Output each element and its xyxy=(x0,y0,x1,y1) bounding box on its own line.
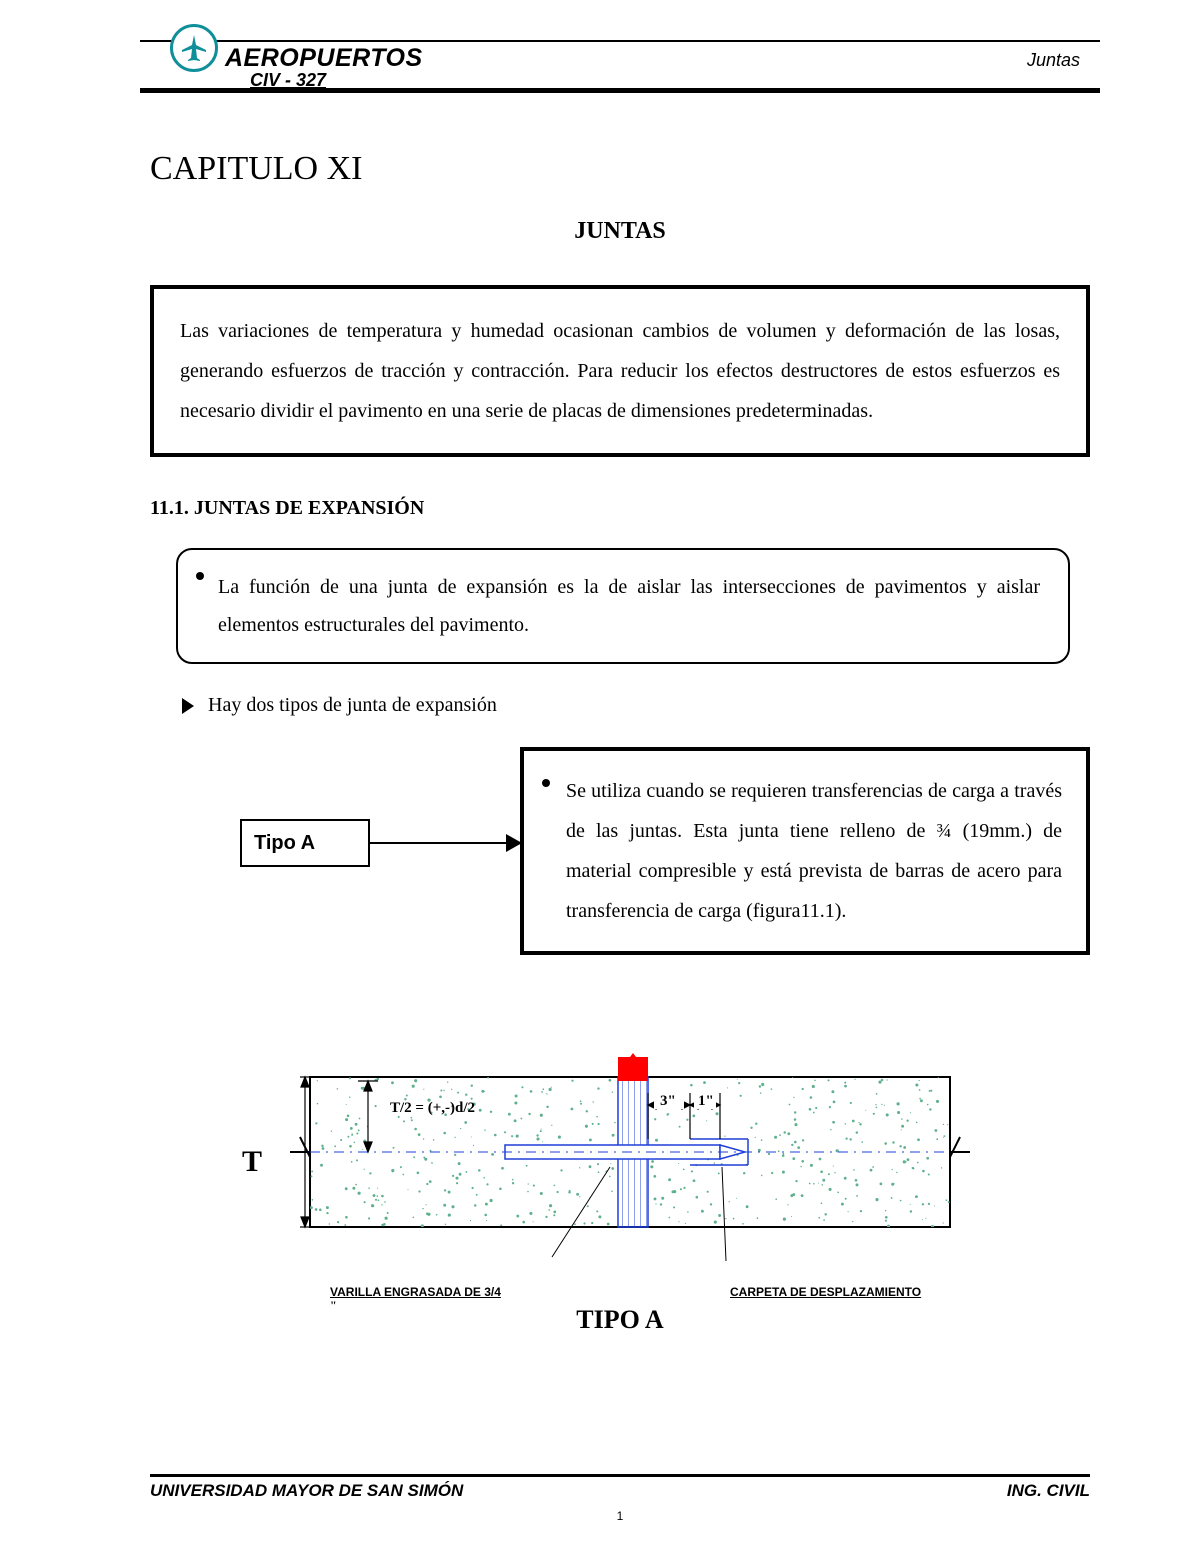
page-footer: UNIVERSIDAD MAYOR DE SAN SIMÓN ING. CIVI… xyxy=(150,1474,1090,1501)
tipo-a-description-text: Se utiliza cuando se requieren transfere… xyxy=(566,780,1062,922)
page-number: 1 xyxy=(617,1509,624,1523)
figure-wrap: T xyxy=(150,1027,1090,1335)
chapter-heading: CAPITULO XI xyxy=(150,150,1090,188)
header-top-rule xyxy=(140,40,1100,42)
dim-3in: 3" xyxy=(660,1093,676,1109)
subnote-text: Hay dos tipos de junta de expansión xyxy=(208,694,497,717)
footer-rule xyxy=(150,1474,1090,1477)
figure-tipo-a: T xyxy=(250,1027,990,1297)
footer-left: UNIVERSIDAD MAYOR DE SAN SIMÓN xyxy=(150,1481,463,1501)
arrowhead-icon xyxy=(182,698,194,714)
airport-logo-icon xyxy=(170,24,218,72)
bullet-icon xyxy=(542,779,550,787)
formula-label: T/2 = (+,-)d/2 xyxy=(390,1100,475,1116)
tipo-a-description-box: Se utiliza cuando se requieren transfere… xyxy=(520,747,1090,955)
page-title: JUNTAS xyxy=(150,218,1090,245)
figure-caption: TIPO A xyxy=(150,1305,1090,1335)
tipo-a-row: Tipo A Se utiliza cuando se requieren tr… xyxy=(150,747,1090,997)
expansion-joint-diagram-icon: T/2 = (+,-)d/2 3" 1" xyxy=(250,1027,990,1287)
subnote-line: Hay dos tipos de junta de expansión xyxy=(180,694,1090,717)
header-bottom-rule xyxy=(140,88,1100,93)
tipo-a-label: Tipo A xyxy=(240,819,370,867)
thickness-label: T xyxy=(242,1145,262,1179)
figure-left-callout-quote: " xyxy=(330,1298,337,1313)
dim-1in: 1" xyxy=(698,1093,714,1109)
arrow-right-icon xyxy=(370,842,520,844)
figure-left-callout: VARILLA ENGRASADA DE 3/4 xyxy=(330,1285,501,1299)
function-box: La función de una junta de expansión es … xyxy=(176,548,1070,664)
figure-right-callout: CARPETA DE DESPLAZAMIENTO xyxy=(730,1285,921,1299)
header-section-name: Juntas xyxy=(1027,50,1080,71)
bullet-icon xyxy=(196,572,204,580)
header-title: AEROPUERTOS xyxy=(225,44,423,73)
page-header: AEROPUERTOS CIV - 327 Juntas xyxy=(150,40,1090,100)
function-box-text: La función de una junta de expansión es … xyxy=(218,576,1040,636)
intro-definition-box: Las variaciones de temperatura y humedad… xyxy=(150,285,1090,457)
footer-right: ING. CIVIL xyxy=(1007,1481,1090,1501)
section-heading: 11.1. JUNTAS DE EXPANSIÓN xyxy=(150,497,1090,520)
